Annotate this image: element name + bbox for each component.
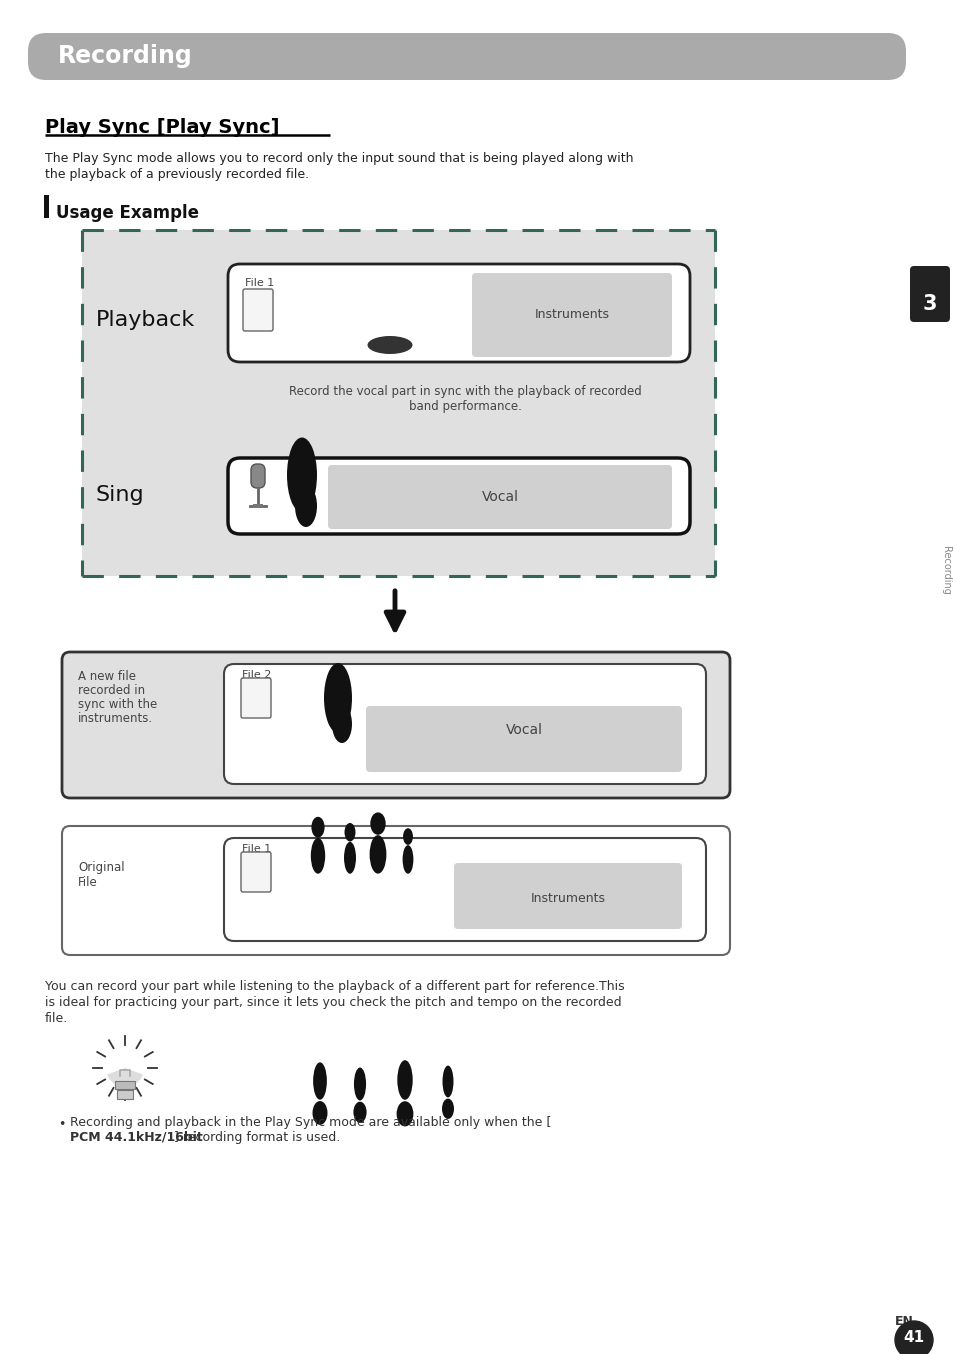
Ellipse shape — [354, 1067, 366, 1101]
Circle shape — [894, 1322, 932, 1354]
FancyBboxPatch shape — [62, 653, 729, 798]
Text: 41: 41 — [902, 1331, 923, 1346]
Ellipse shape — [396, 1060, 413, 1099]
Circle shape — [106, 1049, 144, 1087]
Ellipse shape — [311, 816, 324, 838]
FancyBboxPatch shape — [366, 705, 681, 772]
FancyBboxPatch shape — [241, 852, 271, 892]
FancyBboxPatch shape — [228, 458, 689, 533]
Text: band performance.: band performance. — [408, 399, 521, 413]
Text: Instruments: Instruments — [530, 891, 605, 904]
Text: Record the vocal part in sync with the playback of recorded: Record the vocal part in sync with the p… — [289, 385, 640, 398]
FancyBboxPatch shape — [224, 838, 705, 941]
FancyBboxPatch shape — [228, 264, 689, 362]
Text: •: • — [58, 1118, 66, 1131]
Bar — [82, 230, 714, 575]
Text: Playback: Playback — [96, 310, 195, 330]
Text: 3: 3 — [922, 294, 936, 314]
FancyBboxPatch shape — [224, 663, 705, 784]
Ellipse shape — [369, 835, 386, 873]
Text: Recording: Recording — [940, 546, 950, 594]
Text: A new file: A new file — [78, 670, 136, 682]
Text: File 1: File 1 — [242, 844, 271, 854]
Ellipse shape — [344, 823, 355, 842]
Ellipse shape — [441, 1098, 454, 1118]
Ellipse shape — [396, 1101, 413, 1127]
Ellipse shape — [311, 838, 325, 873]
Bar — [117, 1090, 132, 1099]
Ellipse shape — [442, 1066, 453, 1098]
Text: Instruments: Instruments — [534, 309, 609, 321]
Text: sync with the: sync with the — [78, 699, 157, 711]
Text: is ideal for practicing your part, since it lets you check the pitch and tempo o: is ideal for practicing your part, since… — [45, 997, 621, 1009]
FancyBboxPatch shape — [62, 826, 729, 955]
Text: EN: EN — [894, 1315, 913, 1328]
Text: Play Sync [Play Sync]: Play Sync [Play Sync] — [45, 118, 279, 137]
FancyBboxPatch shape — [328, 464, 671, 529]
Text: The Play Sync mode allows you to record only the input sound that is being playe: The Play Sync mode allows you to record … — [45, 152, 633, 165]
FancyBboxPatch shape — [241, 678, 271, 718]
Text: the playback of a previously recorded file.: the playback of a previously recorded fi… — [45, 168, 309, 181]
Ellipse shape — [367, 336, 412, 353]
Text: PCM 44.1kHz/16bit: PCM 44.1kHz/16bit — [70, 1131, 203, 1144]
Ellipse shape — [287, 437, 316, 513]
Text: Recording: Recording — [58, 43, 193, 68]
Text: Original: Original — [78, 861, 125, 873]
Ellipse shape — [344, 842, 355, 873]
FancyBboxPatch shape — [909, 265, 949, 322]
Text: Sing: Sing — [96, 485, 145, 505]
Text: Recording and playback in the Play Sync mode are available only when the [: Recording and playback in the Play Sync … — [70, 1116, 551, 1129]
Text: ] recording format is used.: ] recording format is used. — [173, 1131, 340, 1144]
Text: File 1: File 1 — [245, 278, 274, 288]
Ellipse shape — [370, 812, 385, 835]
FancyBboxPatch shape — [28, 32, 905, 80]
Text: instruments.: instruments. — [78, 712, 153, 724]
Ellipse shape — [313, 1063, 327, 1099]
FancyBboxPatch shape — [454, 862, 681, 929]
FancyBboxPatch shape — [251, 464, 265, 487]
Wedge shape — [107, 1068, 143, 1087]
Ellipse shape — [353, 1102, 366, 1122]
Text: File 2: File 2 — [242, 670, 271, 680]
Ellipse shape — [332, 705, 352, 743]
Bar — [115, 1080, 135, 1089]
Bar — [253, 504, 263, 508]
Text: file.: file. — [45, 1011, 69, 1025]
Bar — [44, 195, 49, 218]
FancyBboxPatch shape — [243, 288, 273, 330]
Ellipse shape — [294, 485, 316, 527]
Text: Vocal: Vocal — [481, 490, 518, 504]
Ellipse shape — [313, 1101, 327, 1125]
Text: File: File — [78, 876, 97, 890]
FancyBboxPatch shape — [472, 274, 671, 357]
Text: Usage Example: Usage Example — [56, 204, 199, 222]
Text: Vocal: Vocal — [505, 723, 542, 737]
Text: You can record your part while listening to the playback of a different part for: You can record your part while listening… — [45, 980, 624, 992]
Text: recorded in: recorded in — [78, 684, 145, 697]
Ellipse shape — [402, 845, 413, 873]
Ellipse shape — [402, 829, 413, 845]
Ellipse shape — [324, 663, 352, 733]
